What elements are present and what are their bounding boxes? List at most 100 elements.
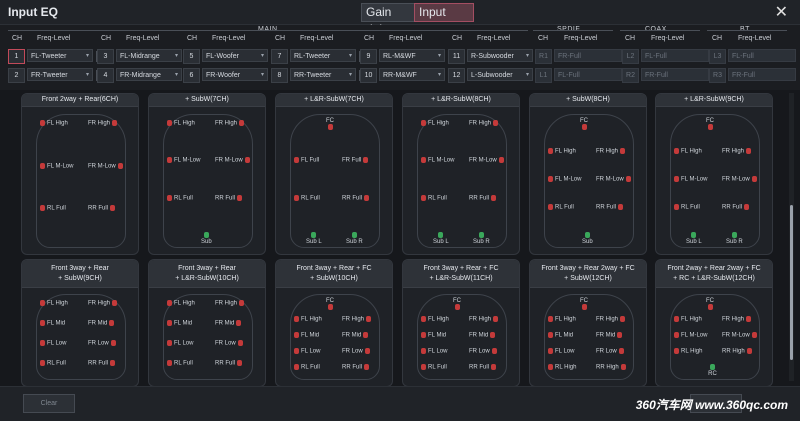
channel-number[interactable]: 7 <box>271 49 288 64</box>
speaker-label: FC <box>326 298 335 311</box>
speaker-text: FL Mid <box>301 332 320 339</box>
freq-level-select[interactable]: RR-Tweeter ▾ <box>290 68 356 81</box>
freq-level-select[interactable]: RL-Tweeter ▾ <box>290 49 356 62</box>
channel-number[interactable]: 10 <box>360 68 377 83</box>
speaker-text: RL Full <box>47 360 66 367</box>
freq-level-select[interactable]: RL-M&WF ▾ <box>379 49 445 62</box>
speaker-icon <box>620 316 626 322</box>
channel-number[interactable]: 1 <box>8 49 25 64</box>
speaker-icon <box>167 340 172 346</box>
preset-title: + L&R-SubW(7CH) <box>276 94 392 107</box>
subwoofer-text: Sub R <box>346 238 363 245</box>
subwoofer-text: Sub L <box>433 238 449 245</box>
speaker-label: RR Full <box>88 205 117 212</box>
channel-number[interactable]: 4 <box>97 68 114 83</box>
speaker-label: FR M-Low <box>215 157 252 164</box>
speaker-label: FR Low <box>215 340 245 347</box>
speaker-text: RL Full <box>47 205 66 212</box>
speaker-label: RR Full <box>342 364 371 371</box>
freq-level-select[interactable]: RR-M&WF ▾ <box>379 68 445 81</box>
tab-gain-delay[interactable]: Gain delay <box>361 3 419 36</box>
speaker-label: FL High <box>292 316 322 323</box>
preset-card[interactable]: + L&R-SubW(7CH) FC FL Full FR Full RL Full RR… <box>275 93 393 255</box>
preset-card[interactable]: Front 3way + Rear + L&R-SubW(10CH) FL High… <box>148 259 266 387</box>
freq-level-header: Freq-Level <box>300 35 334 42</box>
subwoofer-icon <box>203 232 209 238</box>
speaker-icon <box>236 320 242 326</box>
preset-card[interactable]: Front 3way + Rear 2way + FC + SubW(12CH) F… <box>529 259 647 387</box>
freq-level-select[interactable]: FR-Midrange ▾ <box>116 68 182 81</box>
speaker-text: FC <box>706 298 714 304</box>
speaker-icon <box>366 316 372 322</box>
channel-number[interactable]: 3 <box>97 49 114 64</box>
preset-card[interactable]: + L&R-SubW(8CH) FL High FR High FL M-Low FR … <box>402 93 520 255</box>
speaker-text: RR Full <box>469 364 490 371</box>
aux-freq-level-select: FL-Full <box>554 68 622 81</box>
preset-card[interactable]: Front 3way + Rear + SubW(9CH) FL High FR Hi… <box>21 259 139 387</box>
preset-title-line: Front 2way + Rear(6CH) <box>41 96 119 103</box>
car-outline <box>670 114 760 248</box>
preset-card[interactable]: + SubW(7CH) FL High FR High FL M-Low FR M-Lo… <box>148 93 266 255</box>
speaker-label: FC <box>326 118 335 131</box>
speaker-icon <box>364 364 370 370</box>
subwoofer-label: Sub <box>582 232 593 245</box>
speaker-label: RR High <box>596 364 628 371</box>
freq-level-select[interactable]: FL-Woofer ▾ <box>202 49 268 62</box>
channel-number[interactable]: 2 <box>8 68 25 83</box>
speaker-text: RR Full <box>722 204 743 211</box>
preset-card[interactable]: Front 3way + Rear + FC + L&R-SubW(11CH) FC… <box>402 259 520 387</box>
speaker-label: FR High <box>596 148 627 155</box>
freq-level-select[interactable]: FR-Woofer ▾ <box>202 68 268 81</box>
channel-number[interactable]: 6 <box>183 68 200 83</box>
preset-card[interactable]: + SubW(8CH) FC FL High FR High FL M-Low FR M-… <box>529 93 647 255</box>
preset-title-line: + SubW(8CH) <box>566 96 610 103</box>
footer-right-button[interactable] <box>690 394 742 413</box>
scrollbar-thumb[interactable] <box>790 205 793 360</box>
preset-card[interactable]: + L&R-SubW(9CH) FC FL High FR High FL M-Low F… <box>655 93 773 255</box>
freq-level-header: Freq-Level <box>389 35 423 42</box>
speaker-text: FL High <box>555 316 576 323</box>
speaker-label: FR M-Low <box>722 176 759 183</box>
preset-title-line: Front 3way + Rear + FC <box>423 265 499 272</box>
speaker-text: FL High <box>428 120 449 127</box>
car-outline <box>290 114 380 248</box>
speaker-text: FL Full <box>301 157 320 164</box>
tab-input-type[interactable]: Input type <box>414 3 474 36</box>
group-main-divider <box>8 30 528 31</box>
freq-level-select[interactable]: FL-Midrange ▾ <box>116 49 182 62</box>
speaker-label: FR Low <box>469 348 499 355</box>
freq-level-header: Freq-Level <box>126 35 160 42</box>
speaker-text: FL M-Low <box>174 157 201 164</box>
speaker-text: RR Full <box>469 195 490 202</box>
subwoofer-label: Sub L <box>306 232 322 245</box>
channel-number[interactable]: 8 <box>271 68 288 83</box>
speaker-text: FR Mid <box>215 320 235 327</box>
speaker-text: RL Full <box>428 195 447 202</box>
channel-number[interactable]: 11 <box>448 49 465 64</box>
preset-card[interactable]: Front 2way + Rear(6CH) FL High FR High FL M… <box>21 93 139 255</box>
speaker-icon <box>112 300 118 306</box>
aux-channel-number: L3 <box>709 49 726 64</box>
clear-button[interactable]: Clear <box>23 394 75 413</box>
freq-level-select[interactable]: L-Subwooder ▾ <box>467 68 533 81</box>
channel-number[interactable]: 5 <box>183 49 200 64</box>
close-icon[interactable]: ✕ <box>774 4 788 21</box>
speaker-icon <box>364 194 370 201</box>
subwoofer-icon <box>311 232 317 238</box>
freq-level-value: L-Subwooder <box>471 72 513 79</box>
preset-card[interactable]: Front 2way + Rear 2way + FC + RC + L&R-Su… <box>655 259 773 387</box>
channel-number[interactable]: 12 <box>448 68 465 83</box>
freq-level-select[interactable]: FL-Tweeter ▾ <box>27 49 93 62</box>
freq-level-select[interactable]: FR-Tweeter ▾ <box>27 68 93 81</box>
car-outline <box>670 294 760 380</box>
channel-number[interactable]: 9 <box>360 49 377 64</box>
freq-level-value: FL-Woofer <box>206 53 239 60</box>
speaker-icon <box>294 332 299 338</box>
preset-card[interactable]: Front 3way + Rear + FC + SubW(10CH) FC FL H… <box>275 259 393 387</box>
freq-level-value: RL-Tweeter <box>294 53 331 60</box>
freq-level-header: Freq-Level <box>212 35 246 42</box>
speaker-label: FC <box>706 118 715 131</box>
chevron-down-icon: ▾ <box>85 53 89 59</box>
speaker-icon <box>239 300 245 306</box>
freq-level-select[interactable]: R-Subwooder ▾ <box>467 49 533 62</box>
